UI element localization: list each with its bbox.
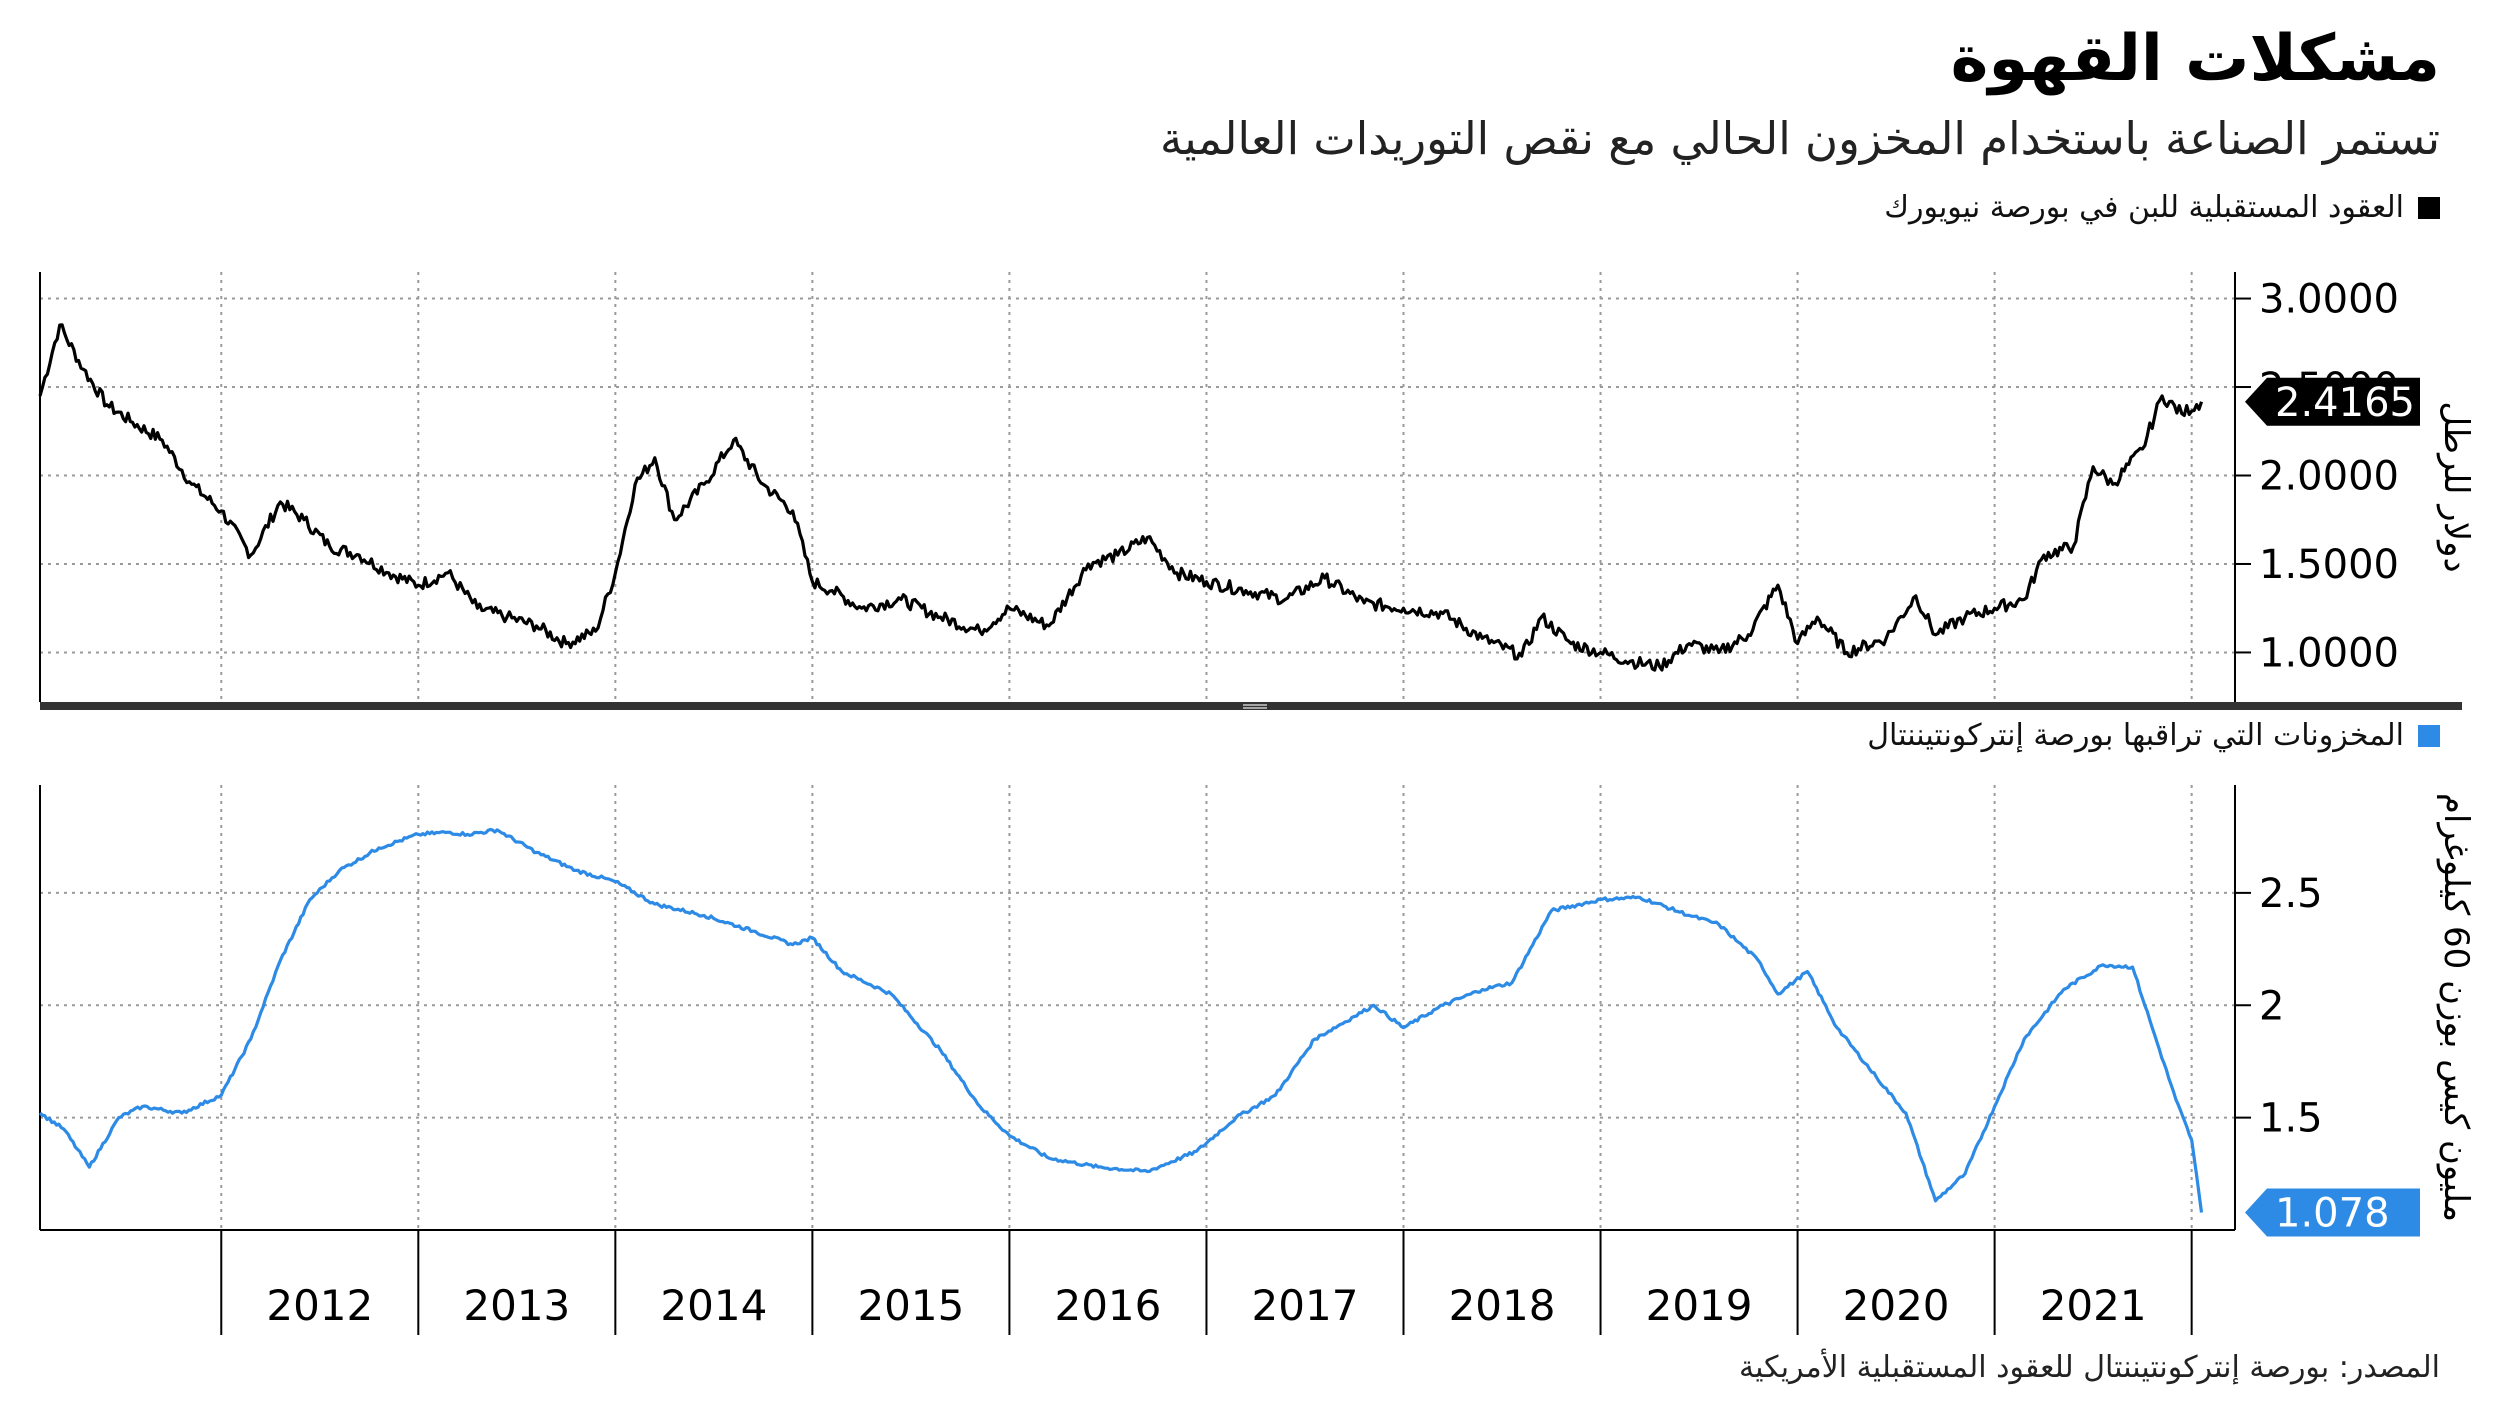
legend-price-swatch (2418, 196, 2440, 219)
y-axis-label: مليون كيس بوزن 60 كيلوغرام (2436, 793, 2476, 1222)
last-value-label: 2.4165 (2275, 380, 2415, 426)
y-tick-label: 2.0000 (2259, 453, 2399, 499)
x-tick-label: 2012 (266, 1281, 373, 1330)
y-tick-label: 1.0000 (2259, 630, 2399, 676)
legend-price-label: العقود المستقبلية للبن في بورصة نيويورك (1884, 190, 2404, 225)
x-tick-label: 2021 (2040, 1281, 2147, 1330)
x-tick-label: 2018 (1449, 1281, 1556, 1330)
panel-separator (40, 702, 2462, 710)
series-line (38, 827, 2204, 1213)
y-tick-label: 1.5000 (2259, 542, 2399, 588)
x-tick-label: 2014 (660, 1281, 767, 1330)
x-tick-label: 2019 (1646, 1281, 1753, 1330)
y-tick-label: 1.5 (2259, 1096, 2323, 1142)
stocks-panel: 2.5 2 1.5 1.078 مليون كيس بوزن 60 كيلوغرام (38, 785, 2476, 1237)
chart-subtitle: تستمر الصناعة باستخدام المخزون الحالي مع… (1160, 112, 2440, 165)
legend-stocks-swatch (2418, 724, 2440, 747)
source-note: المصدر: بورصة إنتركونتيننتال للعقود المس… (1738, 1350, 2440, 1385)
last-value-label: 1.078 (2275, 1190, 2390, 1236)
y-tick-label: 2.5 (2259, 871, 2323, 917)
y-axis-label: دولار للرطل (2436, 401, 2476, 572)
x-axis: 2012 2013 2014 2015 2016 2017 2018 2019 2020 2021 (40, 702, 2462, 1335)
y-tick-label: 3.0000 (2259, 277, 2399, 323)
last-value-tag (2245, 377, 2420, 426)
legend-stocks: المخزونات التي تراقبها بورصة إنتركونتينن… (1867, 718, 2440, 753)
chart-title: مشكلات القهوة (1950, 22, 2440, 96)
legend-stocks-label: المخزونات التي تراقبها بورصة إنتركونتينن… (1867, 718, 2404, 753)
series-line (38, 323, 2204, 672)
last-value-tag (2245, 1188, 2420, 1237)
legend-price: العقود المستقبلية للبن في بورصة نيويورك (1884, 190, 2440, 225)
x-tick-label: 2020 (1843, 1281, 1950, 1330)
x-tick-label: 2016 (1054, 1281, 1161, 1330)
price-panel: 3.00002.50002.00001.50001.00002.4165دولا… (38, 272, 2476, 702)
x-tick-label: 2017 (1252, 1281, 1359, 1330)
x-tick-label: 2015 (857, 1281, 964, 1330)
x-tick-label: 2013 (463, 1281, 570, 1330)
y-tick-label: 2 (2259, 983, 2284, 1029)
